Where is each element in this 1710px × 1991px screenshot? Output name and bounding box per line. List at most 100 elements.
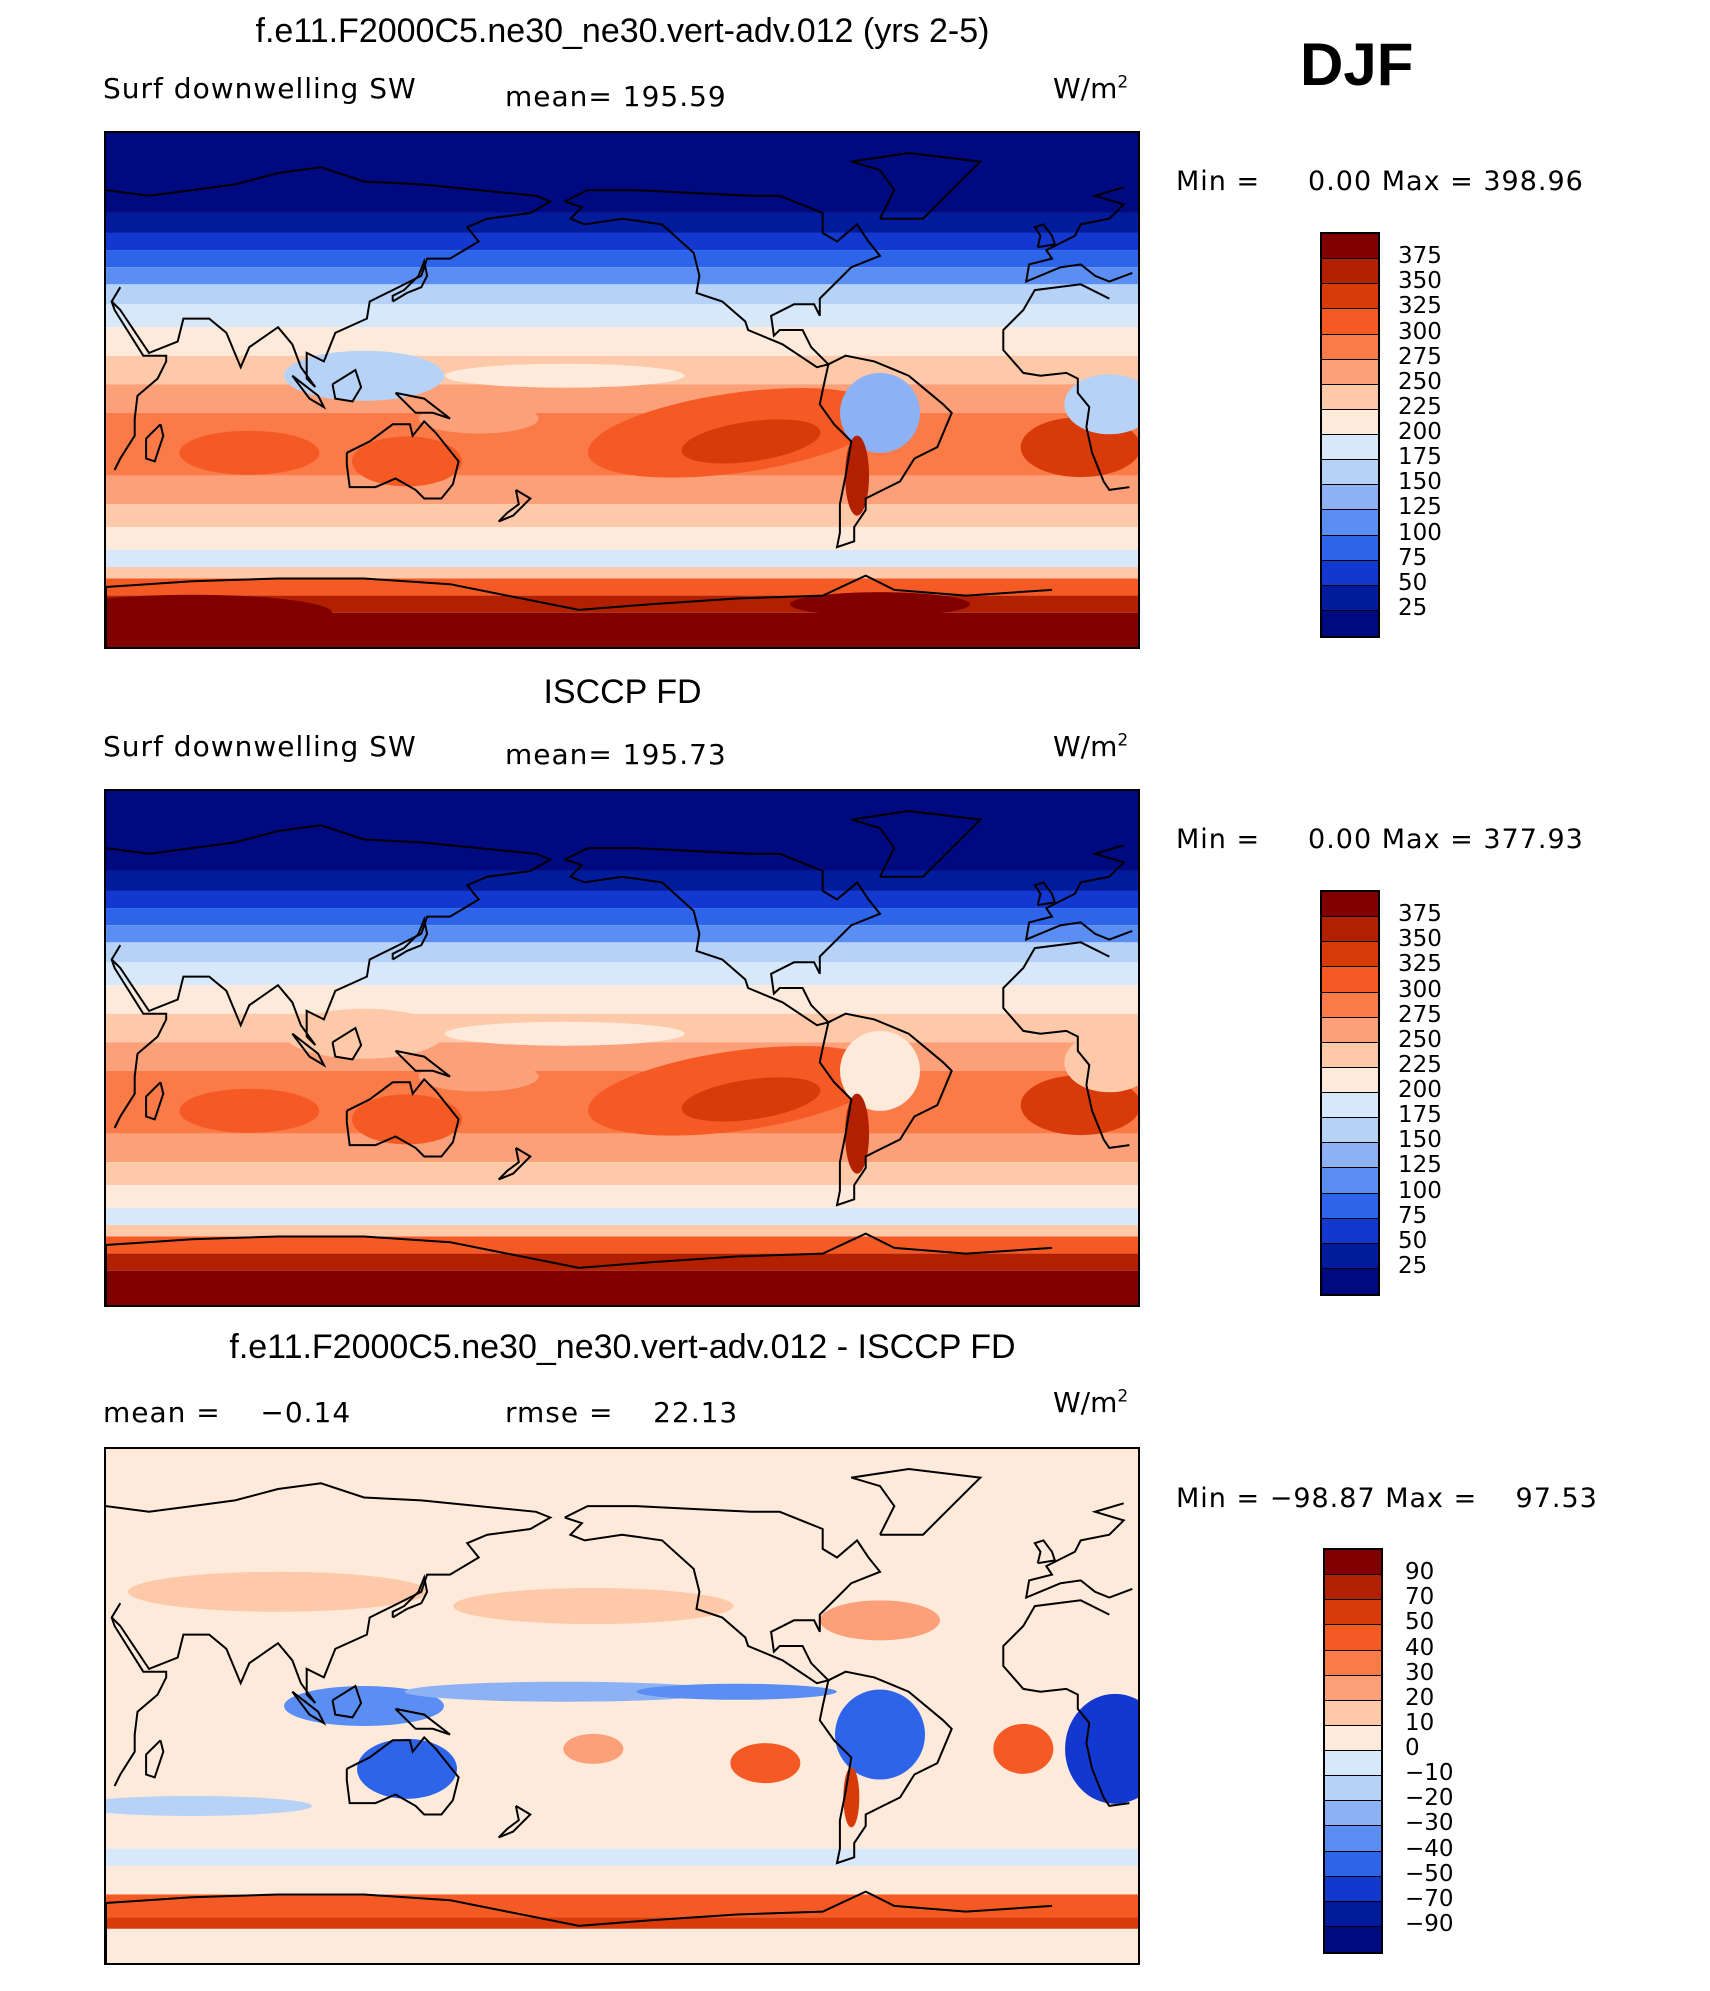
coastline-africa	[110, 301, 168, 471]
coastline-africa	[1002, 941, 1130, 1149]
panel-1-variable-label: Surf downwelling SW	[103, 72, 417, 105]
colorbar-swatch	[1322, 1168, 1378, 1194]
coastline-eurasia	[1024, 844, 1133, 942]
coastline-southamerica	[818, 1012, 953, 1207]
colorbar-tick-label: 75	[1398, 544, 1428, 571]
field-blob	[840, 372, 920, 453]
field-band	[106, 212, 1138, 233]
colorbar-tick-label: 375	[1398, 243, 1442, 270]
coastline-northamerica	[564, 847, 882, 1027]
colorbar-swatch	[1322, 535, 1378, 561]
coastline-antarctica	[106, 574, 1053, 611]
field-blob	[106, 594, 332, 631]
field-band	[106, 567, 1138, 579]
field-blob	[418, 403, 539, 434]
field-blob	[179, 1088, 320, 1133]
colorbar-swatch	[1322, 284, 1378, 310]
field-blob	[1064, 1032, 1138, 1093]
field-band	[106, 527, 1138, 550]
coastline-africa	[110, 959, 168, 1129]
field-blob	[352, 1094, 462, 1145]
colorbar-swatch	[1322, 1193, 1378, 1219]
colorbar-swatch	[1322, 610, 1378, 636]
field-blob	[128, 1571, 428, 1612]
field-blob	[284, 1008, 444, 1059]
colorbar-swatch	[1322, 1243, 1378, 1269]
colorbar-tick-label: 50	[1405, 1609, 1435, 1636]
colorbar-tick-label: 70	[1405, 1584, 1435, 1611]
coastline-sumatra	[291, 374, 327, 410]
panel-2-colorbar	[1320, 890, 1380, 1296]
field-blob	[993, 1723, 1054, 1774]
field-blob	[681, 1077, 821, 1122]
colorbar-tick-label: 50	[1398, 1227, 1428, 1254]
coastline-africa	[1002, 283, 1130, 491]
season-label: DJF	[1300, 31, 1414, 98]
field-band	[106, 1225, 1138, 1237]
panel-2-title: ISCCP FD	[543, 673, 702, 711]
panel-3-minmax: Min = −98.87 Max = 97.53	[1176, 1483, 1598, 1514]
field-band	[106, 985, 1138, 1014]
field-blob	[730, 1743, 801, 1784]
colorbar-tick-label: 25	[1398, 594, 1428, 621]
colorbar-tick-label: 250	[1398, 368, 1442, 395]
coastline-northamerica	[564, 1505, 882, 1685]
field-blob	[790, 592, 970, 617]
field-blob	[1065, 1693, 1138, 1804]
colorbar-swatch	[1325, 1725, 1381, 1751]
colorbar-tick-label: −30	[1405, 1810, 1454, 1837]
colorbar-swatch	[1325, 1776, 1381, 1802]
field-blob	[636, 1683, 837, 1700]
colorbar-swatch	[1325, 1675, 1381, 1701]
coastline-newzealand	[497, 1147, 532, 1181]
coastline-australia	[345, 1735, 460, 1816]
colorbar-swatch	[1325, 1926, 1381, 1952]
field-band	[106, 962, 1138, 986]
colorbar-tick-label: 275	[1398, 1001, 1442, 1028]
panel-3-rmse-label: rmse = 22.13	[505, 1396, 739, 1429]
panel-2-field-svg	[106, 791, 1138, 1305]
colorbar-swatch	[1325, 1801, 1381, 1827]
field-blob	[444, 1021, 685, 1046]
colorbar-tick-label: 10	[1405, 1709, 1435, 1736]
colorbar-tick-label: −70	[1405, 1885, 1454, 1912]
coastline-greenland	[851, 1467, 983, 1536]
colorbar-tick-label: 150	[1398, 469, 1442, 496]
colorbar-swatch	[1322, 359, 1378, 385]
colorbar-swatch	[1322, 460, 1378, 486]
field-band	[106, 384, 1138, 413]
coastline-newguinea	[394, 391, 451, 420]
field-band	[106, 1207, 1138, 1226]
field-band	[106, 549, 1138, 568]
colorbar-tick-label: 150	[1398, 1127, 1442, 1154]
colorbar-tick-label: 75	[1398, 1202, 1428, 1229]
coastline-australia	[345, 419, 460, 500]
colorbar-swatch	[1322, 992, 1378, 1018]
colorbar-swatch	[1322, 259, 1378, 285]
colorbar-swatch	[1322, 485, 1378, 511]
panel-1-colorbar-labels: 375 350 325 300 275 250 225 200 175 150 125 100 75 50…	[1398, 232, 1478, 638]
field-band	[106, 133, 1138, 213]
field-band	[106, 1236, 1138, 1254]
panel-1-field-svg	[106, 133, 1138, 647]
field-blob	[444, 363, 685, 388]
coastline-britain	[1033, 881, 1057, 907]
colorbar-tick-label: −20	[1405, 1785, 1454, 1812]
colorbar-swatch	[1325, 1550, 1381, 1576]
field-band	[106, 1894, 1138, 1918]
colorbar-tick-label: 100	[1398, 519, 1442, 546]
panel-1-map	[104, 131, 1140, 649]
colorbar-tick-label: 50	[1398, 569, 1428, 596]
coastline-japan	[391, 258, 429, 303]
colorbar-swatch	[1322, 1143, 1378, 1169]
field-band	[106, 327, 1138, 356]
panel-1-title: f.e11.F2000C5.ne30_ne30.vert-adv.012 (yr…	[255, 12, 990, 50]
field-background	[106, 1449, 1138, 1963]
coastline-madagascar	[145, 423, 165, 463]
colorbar-swatch	[1322, 334, 1378, 360]
coastline-antarctica	[106, 1232, 1053, 1269]
colorbar-tick-label: 20	[1405, 1684, 1435, 1711]
panel-2-mean-label: mean= 195.73	[505, 738, 727, 771]
colorbar-swatch	[1322, 560, 1378, 586]
coastline-newguinea	[394, 1707, 451, 1736]
